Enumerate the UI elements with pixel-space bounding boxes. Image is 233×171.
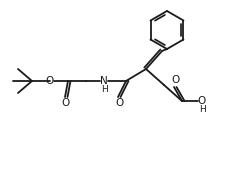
Text: H: H xyxy=(199,106,205,115)
Text: O: O xyxy=(171,75,179,85)
Text: O: O xyxy=(62,98,70,108)
Text: O: O xyxy=(46,76,54,86)
Text: O: O xyxy=(198,96,206,106)
Text: O: O xyxy=(115,98,123,108)
Text: H: H xyxy=(101,84,107,94)
Text: N: N xyxy=(100,76,108,86)
